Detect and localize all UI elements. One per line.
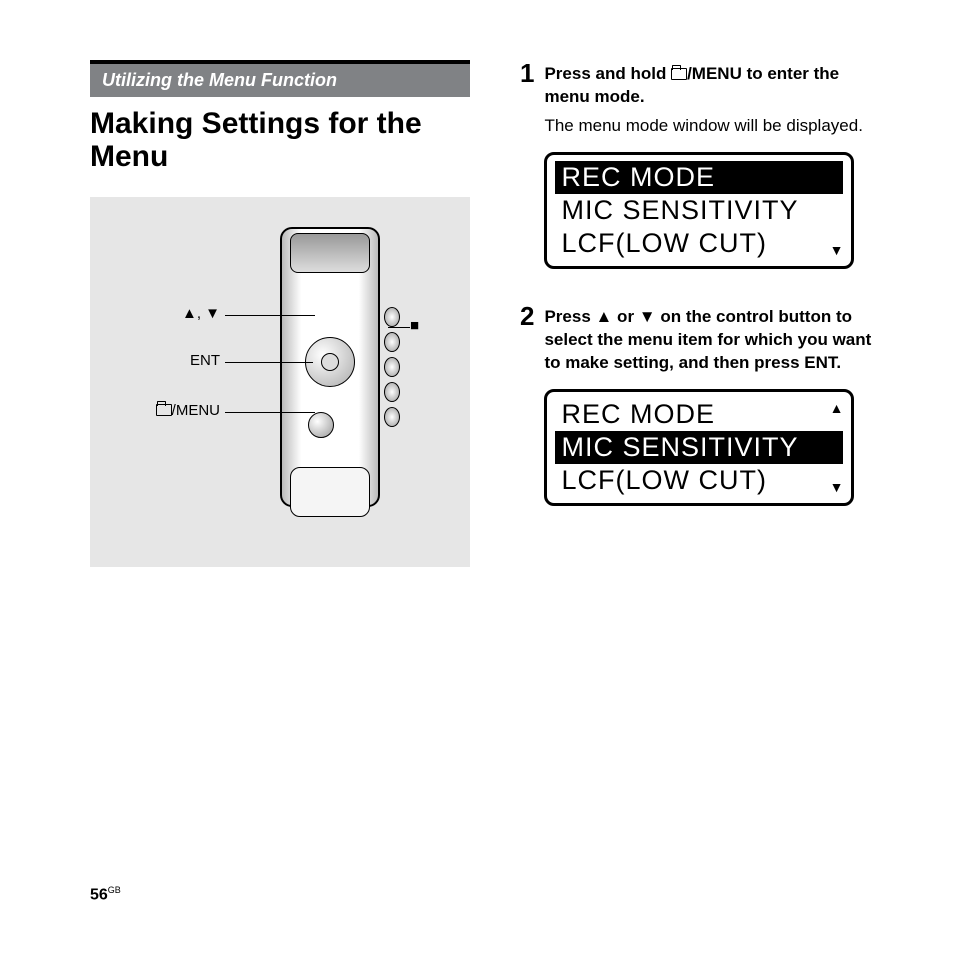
step-description: The menu mode window will be displayed. [544, 115, 884, 138]
step-title: Press and hold /MENU to enter the menu m… [544, 63, 884, 109]
label-ent: ENT [150, 352, 220, 369]
section-tab: Utilizing the Menu Function [90, 60, 470, 97]
lcd-row: MIC SENSITIVITY [555, 431, 843, 464]
label-updown: ▲, ▼ [150, 305, 220, 322]
step: 2 Press ▲ or ▼ on the control button to … [520, 303, 884, 528]
scroll-down-icon: ▼ [830, 479, 844, 495]
leader-line [225, 315, 315, 316]
step: 1 Press and hold /MENU to enter the menu… [520, 60, 884, 291]
device-mic-grille [290, 233, 370, 273]
lcd-screen: ▲ REC MODE MIC SENSITIVITY LCF(LOW CUT) … [544, 389, 854, 506]
device-base [290, 467, 370, 517]
side-button [384, 307, 400, 327]
lcd-row: LCF(LOW CUT) [555, 227, 843, 260]
menu-button [308, 412, 334, 438]
device-illustration: ▲, ▼ ENT /MENU ■ [90, 197, 470, 567]
lcd-screen: ▲ REC MODE MIC SENSITIVITY LCF(LOW CUT) … [544, 152, 854, 269]
label-stop: ■ [410, 317, 430, 334]
ent-button [321, 353, 339, 371]
lcd-row: REC MODE [555, 161, 843, 194]
step-title: Press ▲ or ▼ on the control button to se… [544, 306, 884, 375]
leader-line [225, 362, 313, 363]
step-number: 2 [520, 303, 534, 528]
lcd-row: MIC SENSITIVITY [555, 194, 843, 227]
step-number: 1 [520, 60, 534, 291]
side-button [384, 332, 400, 352]
side-button [384, 382, 400, 402]
scroll-up-icon: ▲ [830, 400, 844, 416]
folder-icon [671, 68, 687, 80]
lcd-row: LCF(LOW CUT) [555, 464, 843, 497]
side-button [384, 357, 400, 377]
leader-line [225, 412, 315, 413]
side-button [384, 407, 400, 427]
page-number: 56GB [90, 885, 121, 904]
scroll-up-icon: ▲ [830, 163, 844, 179]
lcd-row: REC MODE [555, 398, 843, 431]
page-title: Making Settings for the Menu [90, 107, 470, 173]
folder-icon [156, 404, 172, 416]
scroll-down-icon: ▼ [830, 242, 844, 258]
leader-line [388, 327, 410, 328]
label-menu: /MENU [120, 402, 220, 419]
